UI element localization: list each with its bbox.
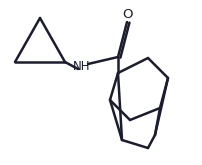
Text: O: O (122, 9, 133, 21)
Text: NH: NH (73, 61, 90, 73)
